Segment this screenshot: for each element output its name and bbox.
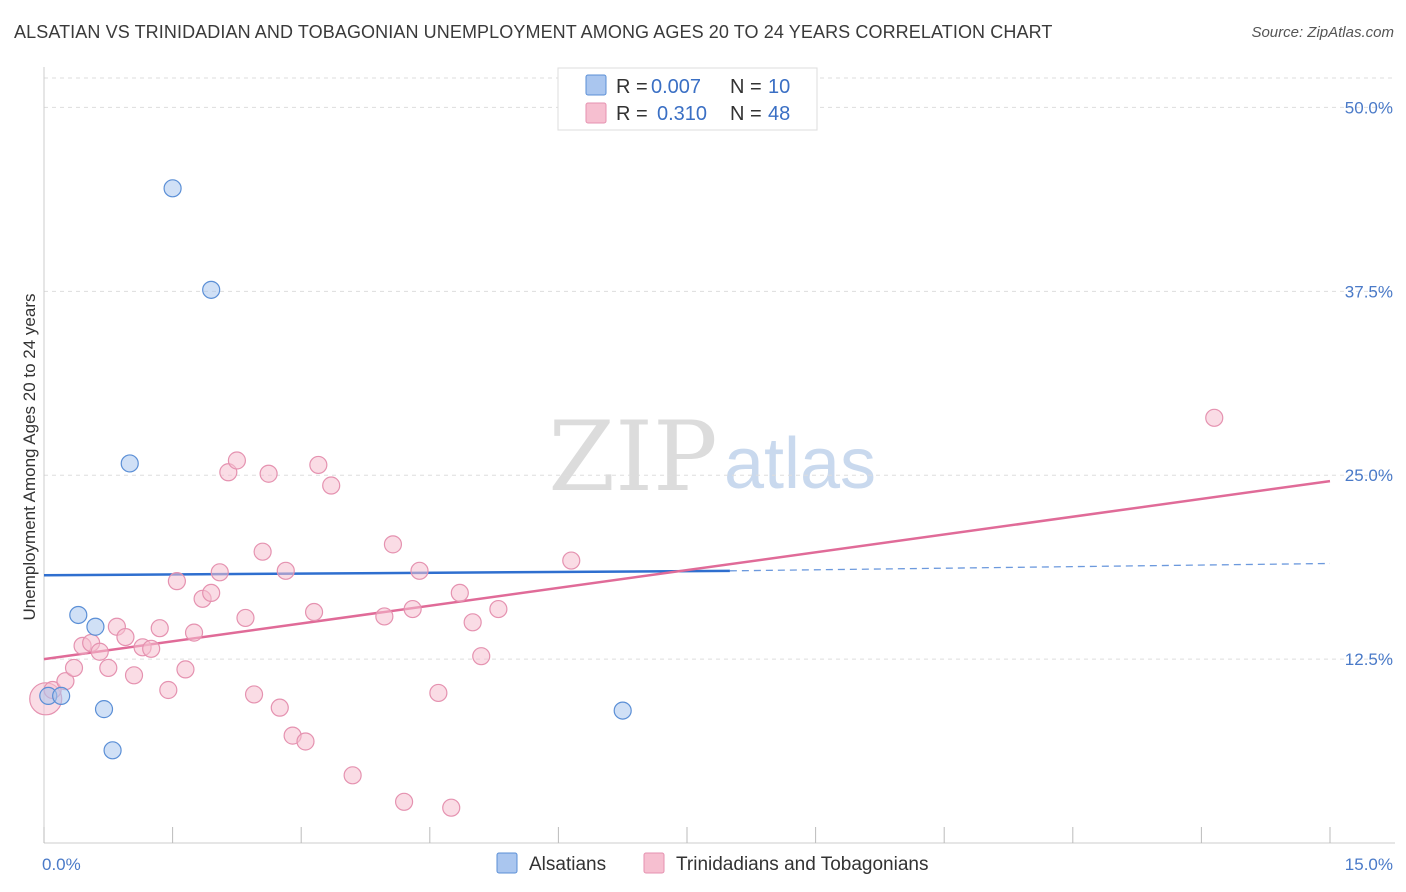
chart-title: ALSATIAN VS TRINIDADIAN AND TOBAGONIAN U… — [14, 22, 1053, 42]
trend-line-alsatians — [43, 569, 730, 577]
point-trinidadians-20 — [210, 563, 229, 582]
trend-lines — [43, 479, 1331, 661]
legend-swatch-trinidadians — [585, 102, 607, 124]
point-trinidadians-47 — [1205, 408, 1224, 427]
point-trinidadians-16 — [176, 660, 195, 679]
point-trinidadians-17 — [184, 623, 204, 642]
legend-r-label-2: R = — [616, 103, 648, 125]
trend-line-alsatians-extension — [729, 562, 1331, 572]
point-trinidadians-23 — [236, 608, 255, 628]
tick-labels: 12.5% 25.0% 37.5% 50.0% 0.0% 15.0% — [42, 98, 1393, 874]
point-alsatians-3 — [86, 617, 105, 636]
x-tick-label-1: 15.0% — [1345, 855, 1393, 874]
point-alsatians-1 — [52, 686, 71, 705]
point-trinidadians-24 — [244, 685, 264, 704]
point-trinidadians-36 — [383, 535, 403, 554]
point-trinidadians-39 — [410, 561, 429, 580]
point-trinidadians-34 — [343, 766, 362, 785]
legend-r-value-1: 0.007 — [651, 76, 701, 98]
point-trinidadians-33 — [322, 476, 341, 495]
bottom-legend-swatch-alsatians — [496, 852, 518, 874]
y-tick-label-2: 37.5% — [1345, 282, 1393, 301]
point-trinidadians-31 — [304, 602, 324, 622]
point-trinidadians-40 — [429, 683, 448, 703]
legend-n-label-2: N = — [730, 103, 762, 125]
legend-n-value-2: 48 — [768, 103, 790, 125]
bottom-legend-swatch-trinidadians — [643, 852, 665, 874]
legend-r-label-1: R = — [616, 76, 648, 98]
chart-source: Source: ZipAtlas.com — [1251, 24, 1394, 41]
bottom-legend-label-alsatians: Alsatians — [529, 854, 606, 875]
legend-r-value-2: 0.310 — [657, 103, 707, 125]
point-trinidadians-15 — [167, 572, 186, 591]
point-trinidadians-38 — [403, 599, 422, 619]
axes — [43, 67, 1395, 844]
point-trinidadians-3 — [64, 658, 84, 678]
point-alsatians-7 — [163, 179, 182, 198]
point-trinidadians-7 — [99, 658, 118, 678]
point-alsatians-8 — [202, 280, 221, 299]
x-tick-label-0: 0.0% — [42, 855, 81, 874]
point-trinidadians-37 — [394, 792, 414, 811]
y-tick-label-0: 12.5% — [1345, 650, 1393, 669]
point-trinidadians-13 — [150, 619, 169, 638]
watermark-atlas: atlas — [724, 424, 876, 504]
point-trinidadians-22 — [227, 451, 246, 470]
point-trinidadians-26 — [259, 464, 278, 483]
point-alsatians-5 — [103, 741, 122, 760]
point-trinidadians-10 — [124, 666, 144, 685]
point-trinidadians-46 — [562, 551, 581, 570]
legend-n-label-1: N = — [730, 76, 762, 98]
point-trinidadians-32 — [309, 455, 328, 475]
point-alsatians-9 — [613, 701, 632, 720]
point-alsatians-6 — [120, 454, 139, 473]
bottom-legend-label-trinidadians: Trinidadians and Tobagonians — [676, 854, 928, 875]
point-trinidadians-41 — [442, 798, 461, 817]
watermark-zip: ZIP — [548, 401, 717, 513]
point-trinidadians-35 — [375, 607, 394, 626]
legend-swatch-alsatians — [585, 74, 607, 96]
point-trinidadians-9 — [116, 627, 135, 647]
point-trinidadians-19 — [202, 583, 221, 603]
point-alsatians-2 — [69, 605, 88, 625]
point-trinidadians-6 — [90, 642, 109, 661]
legend-n-value-1: 10 — [768, 76, 790, 98]
point-trinidadians-25 — [253, 542, 272, 561]
data-points — [29, 179, 1224, 817]
legend: R = 0.007 N = 10 R = 0.310 N = 48 — [557, 67, 818, 131]
point-alsatians-4 — [94, 700, 114, 719]
y-tick-label-3: 50.0% — [1345, 98, 1393, 117]
point-trinidadians-30 — [296, 732, 315, 751]
bottom-legend: Alsatians Trinidadians and Tobagonians — [496, 852, 928, 875]
watermark: ZIP atlas — [548, 401, 876, 513]
point-trinidadians-12 — [142, 639, 161, 658]
trend-line-trinidadians — [43, 479, 1331, 661]
y-tick-label-1: 25.0% — [1345, 466, 1393, 485]
point-trinidadians-42 — [450, 583, 469, 603]
point-trinidadians-27 — [270, 698, 289, 717]
point-trinidadians-14 — [159, 680, 178, 700]
point-trinidadians-28 — [276, 561, 295, 580]
point-trinidadians-44 — [472, 647, 491, 666]
point-trinidadians-43 — [463, 613, 482, 632]
point-trinidadians-45 — [489, 599, 508, 619]
